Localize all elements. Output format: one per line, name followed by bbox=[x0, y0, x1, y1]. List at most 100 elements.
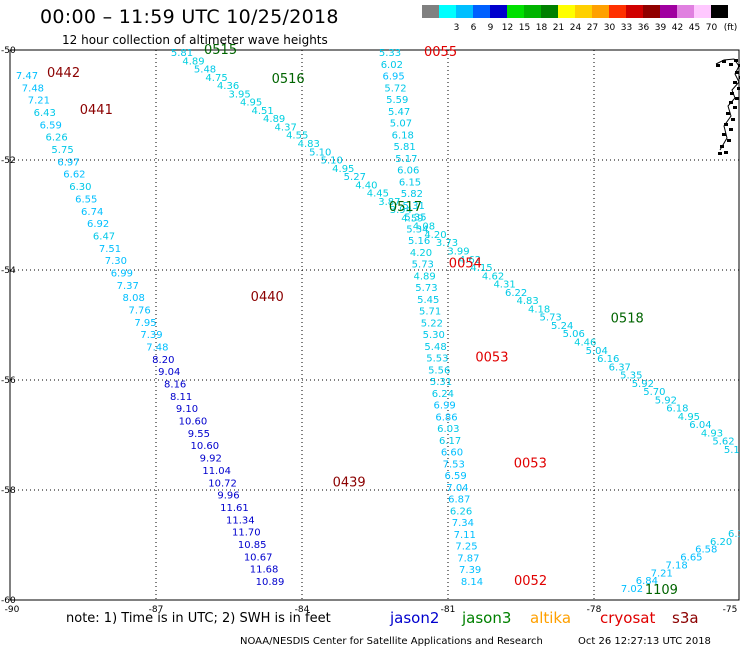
coastline-fragment bbox=[724, 151, 728, 154]
wave-height-value: 7.37 bbox=[117, 281, 139, 292]
latitude-label: -60 bbox=[1, 596, 16, 606]
wave-height-value: 8.11 bbox=[170, 392, 192, 403]
wave-height-value: 6.15 bbox=[399, 177, 421, 188]
legend-swatch bbox=[711, 5, 728, 18]
wave-height-value: 6.59 bbox=[444, 471, 466, 482]
legend-tick-label: 15 bbox=[518, 23, 531, 33]
wave-height-value: 10.85 bbox=[238, 540, 267, 551]
wave-height-value: 7.95 bbox=[134, 318, 156, 329]
wave-height-value: 5.73 bbox=[415, 283, 437, 294]
pass-time-label: 0441 bbox=[80, 103, 113, 118]
legend-swatch bbox=[626, 5, 643, 18]
wave-height-value: 7.18 bbox=[665, 560, 687, 571]
wave-height-value: 6.55 bbox=[75, 194, 97, 205]
latitude-label: -58 bbox=[1, 486, 16, 496]
wave-height-value: 7.30 bbox=[105, 256, 127, 267]
wave-height-value: 4.45 bbox=[367, 189, 389, 200]
legend-tick-label: 30 bbox=[603, 23, 616, 33]
wave-height-value: 6.92 bbox=[87, 219, 109, 230]
latitude-label: -50 bbox=[1, 46, 16, 56]
wave-height-value: 5.22 bbox=[421, 318, 443, 329]
wave-height-value: 5.27 bbox=[344, 172, 366, 183]
wave-height-value: 5.92 bbox=[655, 395, 677, 406]
wave-height-value: 3.99 bbox=[447, 247, 469, 258]
wave-height-value: 6.3 bbox=[728, 529, 740, 540]
coastline bbox=[715, 58, 740, 151]
wave-height-value: 3.95 bbox=[228, 89, 250, 100]
legend-swatch bbox=[524, 5, 541, 18]
legend-swatch bbox=[507, 5, 524, 18]
legend-tick-label: 70 bbox=[705, 23, 718, 33]
longitude-label: -87 bbox=[149, 605, 164, 615]
wave-height-value: 7.48 bbox=[22, 83, 44, 94]
wave-height-value: 7.76 bbox=[128, 305, 150, 316]
pass-time-label: 0053 bbox=[514, 456, 547, 471]
chart-subtitle: 12 hour collection of altimeter wave hei… bbox=[62, 33, 328, 47]
coastline-fragment bbox=[724, 123, 728, 126]
wave-height-value: 4.46 bbox=[574, 337, 596, 348]
wave-height-value: 7.11 bbox=[454, 530, 476, 541]
coastline-fragment bbox=[737, 87, 740, 90]
wave-height-value: 6.24 bbox=[432, 389, 454, 400]
legend-swatch bbox=[490, 5, 507, 18]
wave-height-value: 5.45 bbox=[417, 295, 439, 306]
coastline-fragment bbox=[727, 139, 731, 142]
wave-height-value: 6.86 bbox=[435, 412, 457, 423]
wave-height-value: 9.04 bbox=[158, 367, 180, 378]
chart-title: 00:00 – 11:59 UTC 10/25/2018 bbox=[40, 6, 339, 28]
wave-height-value: 5.81 bbox=[393, 142, 415, 153]
wave-height-value: 5.81 bbox=[171, 48, 193, 59]
wave-height-value: 5.56 bbox=[428, 365, 450, 376]
wave-height-value: 6.18 bbox=[666, 404, 688, 415]
wave-height-value: 5.06 bbox=[563, 329, 585, 340]
wave-height-value: 6.04 bbox=[689, 420, 711, 431]
wave-height-value: 5.48 bbox=[194, 65, 216, 76]
wave-height-value: 10.89 bbox=[256, 577, 285, 588]
legend-swatch bbox=[541, 5, 558, 18]
pass-time-label: 0517 bbox=[389, 200, 422, 215]
legend-unit: (ft) bbox=[723, 23, 738, 33]
longitude-label: -75 bbox=[723, 605, 738, 615]
wave-height-value: 4.95 bbox=[332, 164, 354, 175]
wave-height-value: 4.15 bbox=[470, 263, 492, 274]
wave-height-value: 6.60 bbox=[441, 448, 463, 459]
pass-time-label: 0442 bbox=[47, 66, 80, 81]
legend-tick-label: 21 bbox=[552, 23, 565, 33]
longitude-label: -78 bbox=[587, 605, 602, 615]
coastline-fragment bbox=[718, 152, 722, 155]
coastline-fragment bbox=[733, 81, 737, 84]
wave-height-value: 5.34 bbox=[406, 224, 428, 235]
wave-height-value: 5.70 bbox=[643, 387, 665, 398]
coastline-fragment bbox=[729, 128, 733, 131]
wave-height-value: 4.31 bbox=[493, 280, 515, 291]
coastline-fragment bbox=[733, 106, 737, 109]
wave-height-value: 5.16 bbox=[408, 236, 430, 247]
satellite-label: cryosat bbox=[600, 609, 656, 627]
legend-tick-label: 12 bbox=[501, 23, 514, 33]
wave-height-value: 5.53 bbox=[426, 354, 448, 365]
wave-height-value: 6.99 bbox=[111, 268, 133, 279]
wave-height-value: 5.47 bbox=[388, 107, 410, 118]
legend-swatch bbox=[660, 5, 677, 18]
wave-height-value: 7.25 bbox=[455, 542, 477, 553]
wave-height-value: 7.39 bbox=[459, 565, 481, 576]
wave-height-value: 4.40 bbox=[355, 180, 377, 191]
wave-height-value: 5.04 bbox=[586, 346, 608, 357]
legend-tick-label: 6 bbox=[470, 23, 477, 33]
footer-note: note: 1) Time is in UTC; 2) SWH is in fe… bbox=[66, 611, 331, 626]
legend-tick-label: 18 bbox=[535, 23, 548, 33]
wave-height-value: 5.35 bbox=[620, 371, 642, 382]
wave-height-value: 5.24 bbox=[551, 321, 573, 332]
wave-height-value: 3.94 bbox=[390, 205, 412, 216]
coastline-fragment bbox=[730, 92, 734, 95]
credit-line: NOAA/NESDIS Center for Satellite Applica… bbox=[240, 636, 543, 647]
wave-height-value: 4.62 bbox=[459, 255, 481, 266]
generation-timestamp: Oct 26 12:27:13 UTC 2018 bbox=[578, 636, 711, 647]
pass-time-label: 1109 bbox=[645, 583, 678, 598]
legend-swatch bbox=[575, 5, 592, 18]
wave-height-value: 6.26 bbox=[46, 133, 68, 144]
wave-height-value: 9.96 bbox=[217, 491, 239, 502]
wave-height-value: 4.89 bbox=[182, 56, 204, 67]
wave-height-value: 11.04 bbox=[202, 466, 231, 477]
coastline-fragment bbox=[731, 118, 735, 121]
